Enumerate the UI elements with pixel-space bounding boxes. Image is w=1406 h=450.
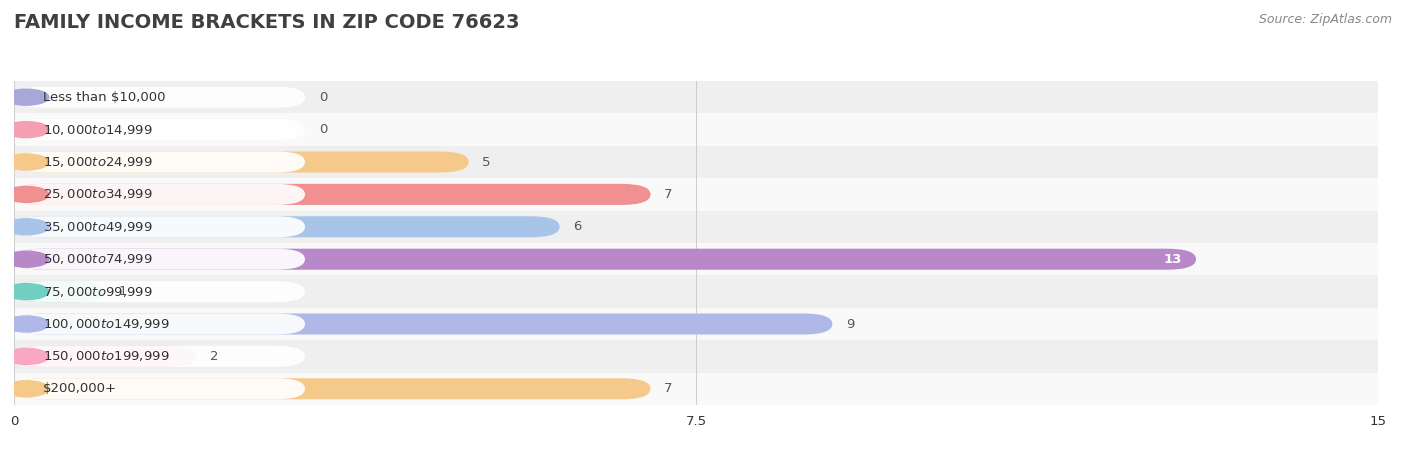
FancyBboxPatch shape (14, 281, 305, 302)
Text: $15,000 to $24,999: $15,000 to $24,999 (44, 155, 153, 169)
Text: 6: 6 (574, 220, 582, 233)
FancyBboxPatch shape (14, 119, 305, 140)
Text: $100,000 to $149,999: $100,000 to $149,999 (44, 317, 170, 331)
FancyBboxPatch shape (14, 87, 305, 108)
Text: $10,000 to $14,999: $10,000 to $14,999 (44, 122, 153, 137)
FancyBboxPatch shape (14, 249, 1197, 270)
Circle shape (4, 284, 49, 300)
FancyBboxPatch shape (14, 184, 305, 205)
FancyBboxPatch shape (14, 346, 305, 367)
Circle shape (4, 122, 49, 138)
Text: 7: 7 (664, 382, 672, 395)
Circle shape (4, 186, 49, 202)
Text: 9: 9 (846, 318, 855, 330)
Circle shape (4, 154, 49, 170)
Text: $200,000+: $200,000+ (44, 382, 117, 395)
Text: 7: 7 (664, 188, 672, 201)
Bar (14, 308, 1378, 340)
Text: 2: 2 (209, 350, 218, 363)
Bar (14, 146, 1378, 178)
FancyBboxPatch shape (14, 378, 651, 399)
FancyBboxPatch shape (14, 314, 832, 334)
Bar (14, 113, 1378, 146)
Bar (14, 373, 1378, 405)
FancyBboxPatch shape (14, 314, 305, 334)
FancyBboxPatch shape (14, 216, 560, 237)
Circle shape (4, 251, 49, 267)
Text: $150,000 to $199,999: $150,000 to $199,999 (44, 349, 170, 364)
FancyBboxPatch shape (14, 184, 651, 205)
Text: Less than $10,000: Less than $10,000 (44, 91, 166, 104)
Text: 5: 5 (482, 156, 491, 168)
Text: FAMILY INCOME BRACKETS IN ZIP CODE 76623: FAMILY INCOME BRACKETS IN ZIP CODE 76623 (14, 14, 520, 32)
FancyBboxPatch shape (14, 152, 305, 172)
Text: 0: 0 (319, 91, 328, 104)
Text: $25,000 to $34,999: $25,000 to $34,999 (44, 187, 153, 202)
Bar (14, 211, 1378, 243)
Circle shape (4, 348, 49, 364)
FancyBboxPatch shape (14, 346, 195, 367)
Circle shape (4, 219, 49, 235)
FancyBboxPatch shape (14, 152, 468, 172)
Circle shape (4, 89, 49, 105)
Circle shape (4, 381, 49, 397)
FancyBboxPatch shape (14, 378, 305, 399)
Text: $75,000 to $99,999: $75,000 to $99,999 (44, 284, 153, 299)
Bar (14, 243, 1378, 275)
Text: $35,000 to $49,999: $35,000 to $49,999 (44, 220, 153, 234)
Bar (14, 178, 1378, 211)
Text: 0: 0 (319, 123, 328, 136)
Text: 13: 13 (1164, 253, 1182, 266)
Text: $50,000 to $74,999: $50,000 to $74,999 (44, 252, 153, 266)
FancyBboxPatch shape (14, 216, 305, 237)
Circle shape (4, 316, 49, 332)
Bar (14, 81, 1378, 113)
Text: Source: ZipAtlas.com: Source: ZipAtlas.com (1258, 14, 1392, 27)
Bar (14, 340, 1378, 373)
FancyBboxPatch shape (14, 249, 305, 270)
FancyBboxPatch shape (14, 281, 105, 302)
Text: 1: 1 (118, 285, 127, 298)
Bar (14, 275, 1378, 308)
